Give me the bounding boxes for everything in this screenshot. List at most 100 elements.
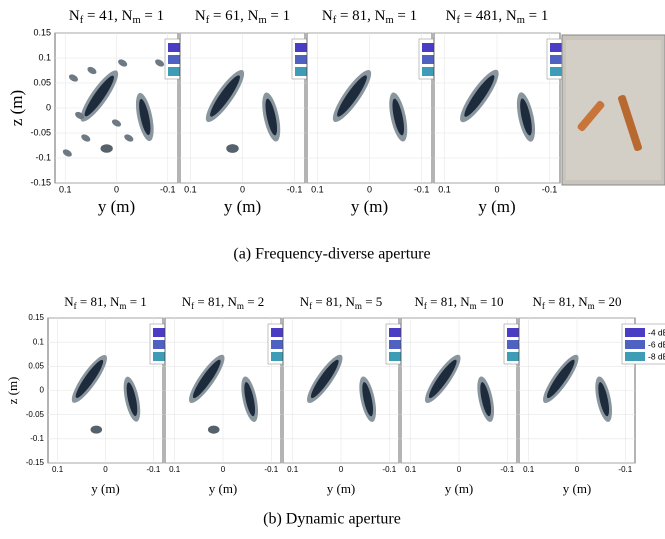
title-part: N xyxy=(69,8,80,24)
subplot: 0.10-0.1Nf = 81, Nm = 1y (m)-4 dB-6 dB-8… xyxy=(306,8,478,216)
image-blob xyxy=(428,359,457,399)
x-axis-label: y (m) xyxy=(91,481,120,496)
image-blob xyxy=(62,149,72,157)
legend-swatch xyxy=(153,340,173,349)
subscript: m xyxy=(237,301,244,311)
legend-swatch xyxy=(295,55,315,64)
legend-swatch xyxy=(507,328,527,337)
subplot-title: Nf = 41, Nm = 1 xyxy=(69,8,164,26)
y-tick-label: -0.15 xyxy=(26,458,45,467)
subplot-title: Nf = 481, Nm = 1 xyxy=(446,8,549,26)
image-blob xyxy=(84,75,114,117)
y-tick-label: 0.05 xyxy=(33,77,51,87)
legend-swatch xyxy=(168,55,188,64)
subscript: m xyxy=(259,15,267,26)
x-tick-label: -0.1 xyxy=(542,184,558,194)
caption: (a) Frequency-diverse aperture xyxy=(233,246,430,263)
image-blob xyxy=(520,98,532,136)
image-blob xyxy=(192,359,221,399)
title-part: N xyxy=(182,294,192,309)
subscript: f xyxy=(309,301,313,311)
x-tick-label: 0 xyxy=(457,465,462,474)
y-tick-label: 0.1 xyxy=(33,337,45,346)
x-axis-label: y (m) xyxy=(327,481,356,496)
x-axis-label: y (m) xyxy=(209,481,238,496)
legend-label: -4 dB xyxy=(648,327,665,337)
image-blob xyxy=(226,144,239,153)
legend-swatch xyxy=(271,352,291,361)
subscript: f xyxy=(456,15,460,26)
x-tick-label: 0 xyxy=(339,465,344,474)
title-part: = 1 xyxy=(267,8,290,24)
title-part: = 1 xyxy=(525,8,548,24)
subscript: m xyxy=(119,301,126,311)
title-part: = 81, N xyxy=(194,294,237,309)
title-part: N xyxy=(532,294,542,309)
title-part: N xyxy=(446,8,457,24)
image-blob xyxy=(265,98,278,136)
image-blob xyxy=(337,75,367,117)
x-tick-label: 0.1 xyxy=(184,184,197,194)
legend-swatch xyxy=(422,43,442,52)
x-tick-label: -0.1 xyxy=(382,465,396,474)
legend-swatch xyxy=(295,43,315,52)
legend-swatch xyxy=(389,340,409,349)
legend-swatch xyxy=(625,328,645,337)
title-part: N xyxy=(64,294,74,309)
caption: (b) Dynamic aperture xyxy=(263,511,401,528)
x-axis-label: y (m) xyxy=(478,197,515,216)
legend-swatch xyxy=(507,340,527,349)
subplot: 0.10-0.1Nf = 81, Nm = 10y (m)-4 dB-6 dB-… xyxy=(400,294,563,496)
y-tick-label: 0.1 xyxy=(38,52,51,62)
title-part: = 5 xyxy=(362,294,382,309)
subplot-title: Nf = 81, Nm = 1 xyxy=(64,294,147,311)
x-tick-label: -0.1 xyxy=(147,465,161,474)
title-part: = 41, N xyxy=(83,8,132,24)
title-part: = 61, N xyxy=(209,8,258,24)
x-tick-label: 0.1 xyxy=(311,184,324,194)
title-part: N xyxy=(414,294,424,309)
subplot-title: Nf = 81, Nm = 2 xyxy=(182,294,265,311)
image-blob xyxy=(75,359,104,398)
legend-swatch xyxy=(422,55,442,64)
x-tick-label: -0.1 xyxy=(264,465,278,474)
image-blob xyxy=(362,382,374,417)
image-blob xyxy=(598,382,610,417)
image-blob xyxy=(310,359,339,399)
subplot-title: Nf = 81, Nm = 5 xyxy=(300,294,383,311)
subplot-title: Nf = 81, Nm = 10 xyxy=(414,294,503,311)
legend-label: -8 dB xyxy=(648,351,665,361)
subplot: 0.15 0.1 0.05 0 -0.05 -0.1 -0.15 0.1 0 -0.1 Nf = 8… xyxy=(26,294,209,496)
title-part: = 1 xyxy=(141,8,164,24)
x-axis-label: y (m) xyxy=(563,481,592,496)
image-blob xyxy=(480,382,492,417)
subplot-title: Nf = 61, Nm = 1 xyxy=(195,8,290,26)
image-blob xyxy=(81,134,91,142)
y-tick-label: 0.15 xyxy=(33,27,51,37)
y-tick-label: 0.15 xyxy=(28,313,44,322)
y-tick-label: -0.05 xyxy=(26,410,45,419)
subscript: m xyxy=(517,15,525,26)
title-part: N xyxy=(195,8,206,24)
subscript: m xyxy=(588,301,595,311)
title-part: N xyxy=(300,294,310,309)
x-tick-label: -0.1 xyxy=(287,184,303,194)
x-tick-label: 0 xyxy=(114,184,119,194)
y-tick-label: -0.1 xyxy=(30,434,44,443)
x-tick-label: 0 xyxy=(221,465,226,474)
y-tick-label: 0.05 xyxy=(28,361,44,370)
title-part: = 81, N xyxy=(336,8,385,24)
image-blob xyxy=(139,98,151,136)
image-blob xyxy=(100,144,113,153)
subscript: m xyxy=(470,301,477,311)
x-axis-label: y (m) xyxy=(351,197,388,216)
x-axis-label: y (m) xyxy=(224,197,261,216)
legend-swatch xyxy=(153,328,173,337)
legend-swatch xyxy=(550,67,570,76)
subplot-title: Nf = 81, Nm = 1 xyxy=(322,8,417,26)
title-part: = 1 xyxy=(394,8,417,24)
title-part: = 81, N xyxy=(545,294,588,309)
legend-label: -6 dB xyxy=(648,339,665,349)
image-blob xyxy=(210,75,240,117)
